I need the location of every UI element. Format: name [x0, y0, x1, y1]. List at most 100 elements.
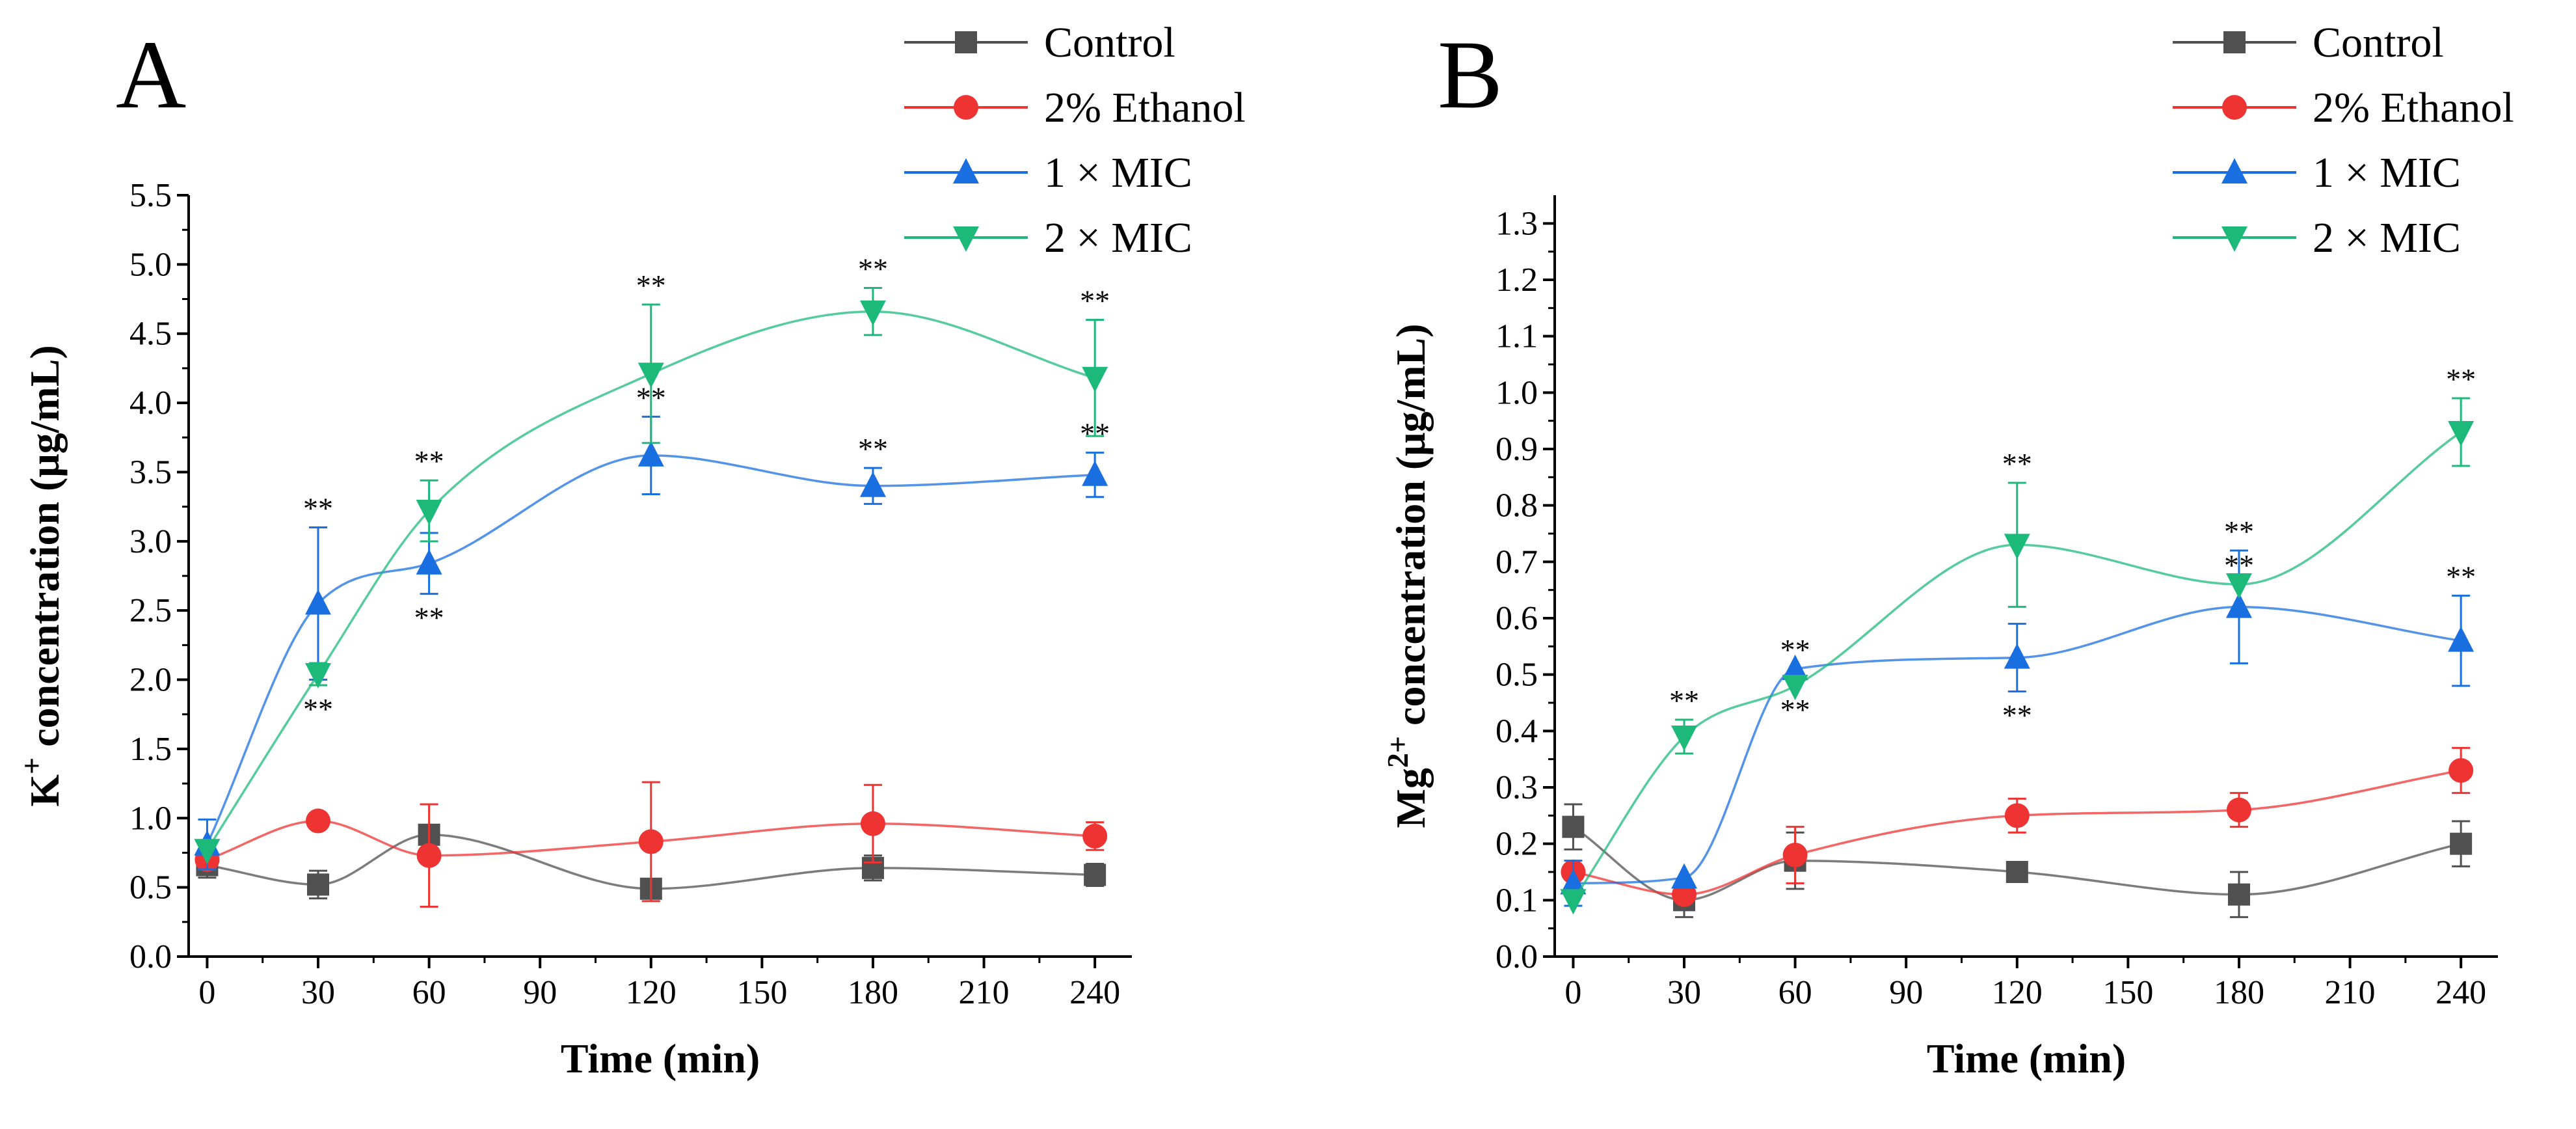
chart-a-x-tick-label: 90 — [523, 974, 557, 1011]
chart-a-line-1-x-mic — [206, 454, 1095, 845]
chart-b-y-tick-label: 1.3 — [1496, 205, 1538, 242]
chart-b-y-tick-label: 0.2 — [1496, 826, 1538, 863]
chart-a-line-2-x-mic — [206, 310, 1095, 851]
chart-b-point-2pct-ethanol — [2226, 797, 2251, 823]
chart-a-significance-label: ** — [414, 444, 444, 478]
chart-b-legend-marker-1-x-mic — [2221, 158, 2247, 184]
chart-b-significance-label: ** — [2446, 362, 2476, 396]
chart-b-x-axis-title: Time (min) — [1927, 1035, 2126, 1081]
chart-a-legend-label-control: Control — [1044, 19, 1175, 66]
chart-a-point-2-x-mic — [859, 300, 886, 326]
chart-b-point-2pct-ethanol — [2449, 758, 2474, 783]
chart-b-legend-label-control: Control — [2313, 19, 2444, 66]
chart-b-significance-label: ** — [2446, 560, 2476, 593]
chart-a-y-tick-label: 4.5 — [129, 316, 172, 353]
chart-a-y-tick-label: 3.5 — [129, 454, 172, 491]
chart-b-mg-concentration: 0 30 60 90 120 150 180 210 240 0.0 0.1 0.2 0.3 0.4 0.5… — [1381, 19, 2514, 1081]
chart-b-y-tick-label: 0.8 — [1496, 487, 1538, 524]
chart-a-y-tick-label: 1.0 — [129, 800, 172, 837]
chart-a-x-tick-label: 240 — [1069, 974, 1120, 1011]
chart-b-point-2-x-mic — [2004, 534, 2030, 560]
chart-a-point-1-x-mic — [637, 441, 664, 467]
chart-a-point-2-x-mic — [194, 839, 221, 865]
chart-b-line-2-x-mic — [1572, 431, 2462, 901]
chart-b-y-tick-label: 0.7 — [1496, 543, 1538, 580]
chart-b-point-2-x-mic — [1782, 675, 1808, 700]
chart-b-legend-label-1-x-mic: 1 × MIC — [2313, 149, 2461, 197]
chart-b-series-2pct-ethanol — [1561, 746, 2474, 907]
chart-b-series-1-x-mic: ******** — [1560, 515, 2476, 907]
chart-a-point-control — [1084, 864, 1107, 886]
panel-a-label: A — [116, 21, 186, 129]
chart-b-y-tick-label: 1.2 — [1496, 262, 1538, 299]
chart-a-point-2-x-mic — [637, 362, 664, 388]
chart-b-y-tick-label: 0.9 — [1496, 431, 1538, 468]
chart-a-significance-label: ** — [414, 601, 444, 634]
chart-a-significance-label: ** — [636, 269, 666, 302]
chart-a-point-2pct-ethanol — [638, 829, 664, 854]
chart-b-point-2-x-mic — [1671, 726, 1698, 751]
chart-b-legend-label-2pct-ethanol: 2% Ethanol — [2313, 84, 2514, 131]
chart-b-y-tick-label: 1.1 — [1496, 318, 1538, 355]
chart-a-point-1-x-mic — [1082, 460, 1108, 486]
chart-a-significance-label: ** — [1080, 284, 1110, 317]
chart-a-point-2-x-mic — [305, 663, 332, 689]
chart-a-point-1-x-mic — [305, 589, 332, 615]
chart-b-x-tick-label: 210 — [2325, 974, 2376, 1011]
chart-a-legend-label-1-x-mic: 1 × MIC — [1044, 149, 1192, 197]
chart-b-point-control — [2006, 861, 2028, 883]
chart-a-k-concentration: 0 30 60 90 120 150 180 210 240 0.0 0.5 1.0 1.5 2.0 2.5… — [15, 19, 1246, 1081]
chart-b-point-2pct-ethanol — [2004, 803, 2030, 828]
chart-a-point-2pct-ethanol — [306, 808, 331, 834]
chart-a-y-tick-label: 3.0 — [129, 523, 172, 560]
chart-b-legend: Control 2% Ethanol 1 × MIC 2 × MIC — [2173, 19, 2514, 262]
chart-b-y-tick-label: 0.0 — [1496, 938, 1538, 975]
chart-a-significance-label: ** — [858, 432, 888, 465]
chart-b-y-tick-label: 0.1 — [1496, 882, 1538, 919]
chart-b-point-1-x-mic — [1671, 863, 1698, 889]
chart-a-y-tick-label: 2.0 — [129, 662, 172, 699]
chart-b-significance-label: ** — [2224, 515, 2254, 548]
chart-b-y-tick-label: 0.6 — [1496, 600, 1538, 637]
chart-b-y-tick-label: 0.3 — [1496, 769, 1538, 806]
chart-b-x-tick-label: 120 — [1992, 974, 2043, 1011]
panel-b-label: B — [1438, 21, 1503, 129]
chart-b-y-axis-title: Mg2+ concentration (μg/mL) — [1381, 323, 1434, 828]
chart-a-x-tick-label: 210 — [959, 974, 1010, 1011]
chart-a-legend: Control 2% Ethanol 1 × MIC 2 × MIC — [904, 19, 1246, 262]
chart-b-point-control — [2227, 883, 2250, 906]
chart-a-x-tick-label: 120 — [626, 974, 677, 1011]
chart-b-y-tick-label: 0.5 — [1496, 657, 1538, 694]
chart-a-y-tick-label: 0.5 — [129, 869, 172, 906]
chart-a-y-tick-label: 0.0 — [129, 938, 172, 975]
chart-a-x-axis-title: Time (min) — [561, 1035, 760, 1081]
chart-b-significance-label: ** — [1780, 633, 1810, 666]
chart-a-series-2-x-mic: ** ** ** ** ** — [194, 252, 1110, 865]
chart-a-legend-marker-2pct-ethanol — [954, 95, 978, 120]
chart-a-y-tick-label: 4.0 — [129, 385, 172, 422]
chart-a-x-tick-label: 150 — [736, 974, 787, 1011]
chart-a-point-2-x-mic — [416, 500, 442, 526]
chart-a-significance-label: ** — [858, 252, 888, 286]
chart-a-point-1-x-mic — [859, 471, 886, 497]
chart-a-x-tick-label: 30 — [301, 974, 335, 1011]
chart-a-point-1-x-mic — [416, 549, 442, 575]
chart-a-series-2pct-ethanol — [195, 781, 1108, 908]
chart-b-x-tick-label: 150 — [2102, 974, 2153, 1011]
chart-a-significance-label: ** — [303, 692, 333, 726]
chart-b-x-tick-label: 180 — [2214, 974, 2264, 1011]
chart-b-x-tick-label: 60 — [1778, 974, 1812, 1011]
chart-a-point-control — [307, 873, 330, 896]
chart-b-x-tick-label: 240 — [2435, 974, 2486, 1011]
chart-a-legend-label-2pct-ethanol: 2% Ethanol — [1044, 84, 1246, 131]
chart-b-series-2-x-mic: ** ******** — [1560, 362, 2476, 915]
chart-b-legend-label-2-x-mic: 2 × MIC — [2313, 214, 2461, 262]
chart-b-point-1-x-mic — [2225, 592, 2252, 618]
chart-b-point-control — [2450, 832, 2473, 855]
chart-a-point-2pct-ethanol — [416, 843, 442, 868]
chart-b-point-2-x-mic — [1560, 889, 1587, 915]
chart-b-legend-marker-2-x-mic — [2221, 226, 2247, 252]
chart-a-x-tick-label: 60 — [412, 974, 446, 1011]
chart-b-point-1-x-mic — [2448, 626, 2475, 652]
